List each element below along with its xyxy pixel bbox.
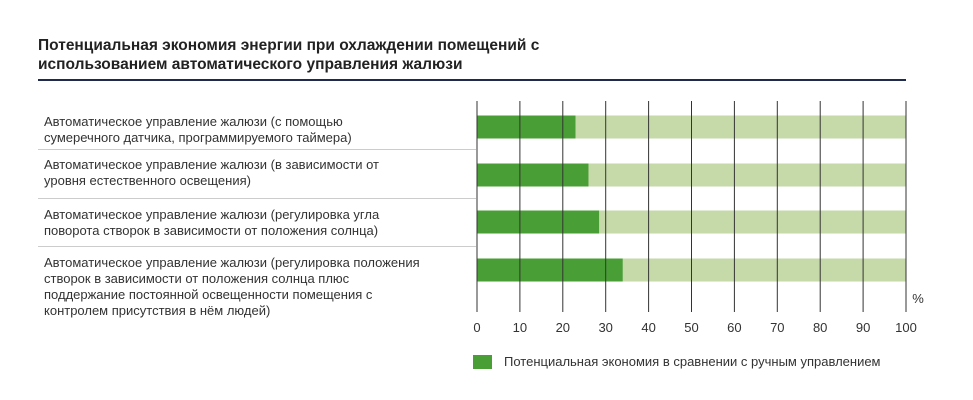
bar-2-segment-1 xyxy=(477,163,589,187)
row-separator-1 xyxy=(38,149,476,150)
category-label-4-line-4: контролем присутствия в нём людей) xyxy=(44,303,271,318)
bar-4-segment-2 xyxy=(622,258,906,282)
bar-1-segment-2 xyxy=(575,115,906,139)
x-tick-label-90: 90 xyxy=(856,320,870,335)
x-tick-label-40: 40 xyxy=(641,320,655,335)
bar-3-segment-1 xyxy=(477,210,600,234)
x-tick-label-30: 30 xyxy=(598,320,612,335)
category-label-2-line-2: уровня естественного освещения) xyxy=(44,173,251,188)
category-label-1-line-1: Автоматическое управление жалюзи (с помо… xyxy=(44,114,343,129)
category-label-3-line-1: Автоматическое управление жалюзи (регули… xyxy=(44,207,380,222)
x-tick-label-80: 80 xyxy=(813,320,827,335)
category-label-2-line-1: Автоматическое управление жалюзи (в зави… xyxy=(44,157,379,172)
x-tick-label-50: 50 xyxy=(684,320,698,335)
title-divider xyxy=(38,79,906,81)
bar-2-segment-2 xyxy=(588,163,906,187)
category-label-3-line-2: поворота створок в зависимости от положе… xyxy=(44,223,379,238)
category-label-1: Автоматическое управление жалюзи (с помо… xyxy=(38,114,478,146)
x-tick-label-100: 100 xyxy=(895,320,917,335)
bar-3-segment-2 xyxy=(599,210,906,234)
bar-4-segment-1 xyxy=(477,258,623,282)
category-label-4-line-1: Автоматическое управление жалюзи (регули… xyxy=(44,255,420,270)
legend: Потенциальная экономия в сравнении с руч… xyxy=(473,354,881,369)
x-tick-label-0: 0 xyxy=(473,320,480,335)
row-separator-3 xyxy=(38,246,476,247)
x-tick-label-20: 20 xyxy=(556,320,570,335)
category-label-4-line-2: створок в зависимости от положения солнц… xyxy=(44,271,350,286)
x-tick-label-60: 60 xyxy=(727,320,741,335)
x-tick-label-70: 70 xyxy=(770,320,784,335)
x-tick-label-10: 10 xyxy=(513,320,527,335)
chart-title-line-2: использованием автоматического управлени… xyxy=(38,56,463,73)
chart-title-line-1: Потенциальная экономия энергии при охлаж… xyxy=(38,37,540,54)
category-label-3: Автоматическое управление жалюзи (регули… xyxy=(38,207,478,239)
category-label-4: Автоматическое управление жалюзи (регули… xyxy=(38,255,478,319)
category-label-2: Автоматическое управление жалюзи (в зави… xyxy=(38,157,478,189)
unit-label: % xyxy=(912,291,924,306)
legend-label: Потенциальная экономия в сравнении с руч… xyxy=(504,354,881,369)
bar-1-segment-1 xyxy=(477,115,576,139)
row-separator-2 xyxy=(38,198,476,199)
category-label-1-line-2: сумеречного датчика, программируемого та… xyxy=(44,130,352,145)
chart-title: Потенциальная экономия энергии при охлаж… xyxy=(38,36,638,74)
legend-swatch xyxy=(473,354,492,369)
category-label-4-line-3: поддержание постоянной освещенности поме… xyxy=(44,287,373,302)
